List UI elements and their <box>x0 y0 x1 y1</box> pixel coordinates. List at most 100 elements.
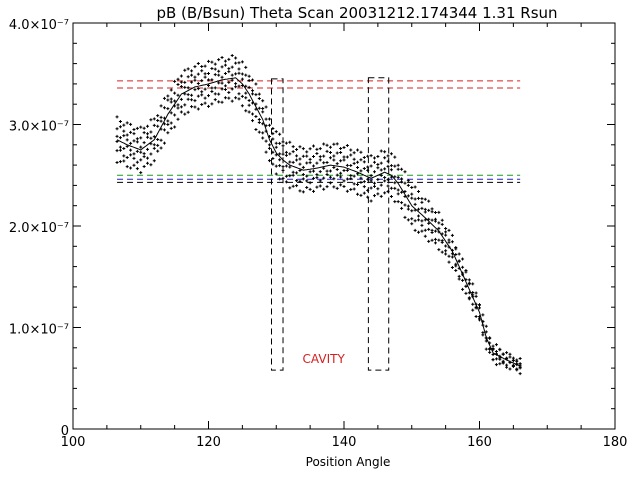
data-point <box>471 290 475 294</box>
data-point <box>318 170 322 174</box>
data-point <box>261 136 265 140</box>
data-point <box>447 254 451 258</box>
data-point <box>118 136 122 140</box>
data-point <box>129 141 133 145</box>
data-point <box>223 84 227 88</box>
data-point <box>146 147 150 151</box>
data-point <box>427 199 431 203</box>
data-point <box>383 191 387 195</box>
data-point <box>179 84 183 88</box>
data-point <box>342 179 346 183</box>
data-point <box>173 79 177 83</box>
data-point <box>132 127 136 131</box>
data-point <box>362 180 366 184</box>
data-point <box>207 59 210 63</box>
data-point <box>328 175 332 179</box>
data-point <box>179 97 183 101</box>
x-axis: 100 120 140 160 180 <box>61 23 627 450</box>
data-point <box>129 122 133 126</box>
data-point <box>518 362 522 366</box>
data-point <box>281 140 285 144</box>
data-point <box>237 84 241 88</box>
data-point <box>318 179 322 183</box>
data-point <box>335 162 339 166</box>
data-point <box>339 159 343 163</box>
data-point <box>318 155 322 159</box>
data-point <box>295 158 299 162</box>
data-point <box>450 255 454 259</box>
data-point <box>278 132 282 136</box>
data-point <box>301 154 305 158</box>
data-point <box>135 126 139 130</box>
data-point <box>152 123 156 127</box>
data-point <box>369 186 373 190</box>
data-point <box>271 162 275 166</box>
data-point <box>433 217 437 221</box>
data-point <box>162 141 166 145</box>
data-point <box>186 97 190 101</box>
data-point <box>342 146 346 150</box>
data-point <box>491 358 495 362</box>
data-point <box>484 347 488 351</box>
data-point <box>220 56 224 60</box>
data-point <box>240 77 244 81</box>
data-point <box>464 268 468 272</box>
data-point <box>312 154 316 158</box>
data-point <box>142 131 146 135</box>
data-point <box>281 152 285 156</box>
data-point <box>315 152 319 156</box>
data-point <box>257 130 261 134</box>
data-point <box>267 146 271 150</box>
data-point <box>461 257 465 261</box>
data-point <box>196 61 200 65</box>
data-point <box>159 138 163 142</box>
data-point <box>312 164 316 168</box>
data-point <box>115 127 119 131</box>
data-point <box>274 141 278 145</box>
data-point <box>423 197 427 201</box>
data-point <box>366 168 370 172</box>
smoothed-curve <box>116 77 521 367</box>
data-point <box>251 89 255 93</box>
data-point <box>264 105 268 109</box>
y-axis: 0 1.0×10⁻⁷ 2.0×10⁻⁷ 3.0×10⁻⁷ 4.0×10⁻⁷ <box>9 18 615 439</box>
data-point <box>193 65 197 69</box>
data-point <box>288 152 292 156</box>
data-point <box>125 133 129 137</box>
data-point <box>386 178 390 182</box>
data-point <box>420 197 424 201</box>
data-point <box>396 175 400 179</box>
data-point <box>251 119 255 123</box>
data-point <box>125 138 129 142</box>
data-point <box>305 150 309 154</box>
data-point <box>125 121 129 125</box>
data-point <box>240 60 244 64</box>
data-point <box>356 160 360 164</box>
data-point <box>335 186 339 190</box>
data-point <box>142 141 146 145</box>
data-point <box>362 191 366 195</box>
data-point <box>393 155 397 159</box>
data-point <box>430 218 434 222</box>
data-point <box>322 187 326 191</box>
data-point <box>183 92 187 96</box>
data-point <box>223 59 227 63</box>
data-point <box>291 145 295 149</box>
data-point <box>186 67 190 71</box>
data-point <box>125 165 129 169</box>
data-point <box>183 80 187 84</box>
data-point <box>125 144 129 148</box>
data-point <box>359 169 363 173</box>
data-point <box>352 187 356 191</box>
data-point <box>203 96 207 100</box>
data-point <box>254 93 258 97</box>
data-point <box>237 71 241 75</box>
data-point <box>183 68 187 72</box>
data-point <box>501 352 505 356</box>
data-point <box>393 164 397 168</box>
data-point <box>284 180 288 184</box>
data-point <box>393 175 397 179</box>
data-point <box>190 98 194 102</box>
data-point <box>288 165 292 169</box>
data-point <box>389 152 393 156</box>
